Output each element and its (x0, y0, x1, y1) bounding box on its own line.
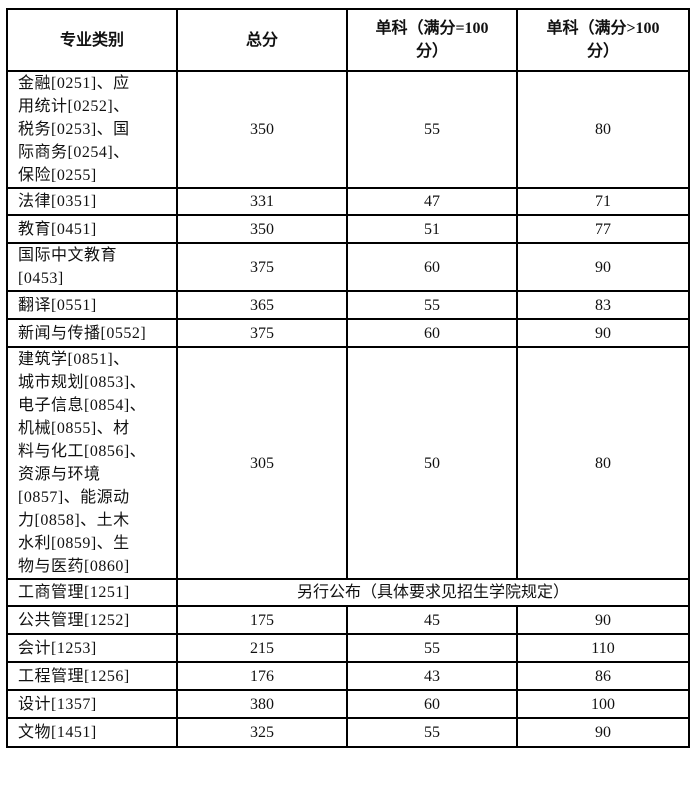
single-over-100-cell: 90 (516, 318, 690, 348)
header-total: 总分 (176, 8, 348, 72)
category-cell: 新闻与传播[0552] (6, 318, 178, 348)
category-cell: 教育[0451] (6, 214, 178, 244)
total-score-cell: 305 (176, 346, 348, 580)
total-score-cell: 380 (176, 689, 348, 719)
total-score-cell: 365 (176, 290, 348, 320)
table-row: 金融[0251]、应 用统计[0252]、 税务[0253]、国 际商务[025… (6, 70, 690, 189)
single-over-100-cell: 80 (516, 346, 690, 580)
single-100-cell: 55 (346, 290, 518, 320)
single-over-100-cell: 100 (516, 689, 690, 719)
score-table: 专业类别 总分 单科（满分=100 分） 单科（满分>100 分） 金融[025… (6, 8, 690, 748)
merged-note-cell: 另行公布（具体要求见招生学院规定） (176, 578, 690, 607)
table-row: 会计[1253] 215 55 110 (6, 633, 690, 663)
table-row: 教育[0451] 350 51 77 (6, 214, 690, 244)
single-100-cell: 55 (346, 633, 518, 663)
category-cell: 公共管理[1252] (6, 605, 178, 635)
category-cell: 设计[1357] (6, 689, 178, 719)
single-over-100-cell: 71 (516, 187, 690, 216)
total-score-cell: 175 (176, 605, 348, 635)
single-over-100-cell: 90 (516, 717, 690, 748)
single-100-cell: 60 (346, 318, 518, 348)
header-single-over-100: 单科（满分>100 分） (516, 8, 690, 72)
total-score-cell: 350 (176, 214, 348, 244)
table-row: 公共管理[1252] 175 45 90 (6, 605, 690, 635)
total-score-cell: 215 (176, 633, 348, 663)
single-over-100-cell: 90 (516, 605, 690, 635)
header-single-100: 单科（满分=100 分） (346, 8, 518, 72)
single-100-cell: 50 (346, 346, 518, 580)
header-row: 专业类别 总分 单科（满分=100 分） 单科（满分>100 分） (6, 8, 690, 72)
table-row: 翻译[0551] 365 55 83 (6, 290, 690, 320)
table-row: 工商管理[1251] 另行公布（具体要求见招生学院规定） (6, 578, 690, 607)
single-100-cell: 51 (346, 214, 518, 244)
header-category: 专业类别 (6, 8, 178, 72)
category-cell: 工程管理[1256] (6, 661, 178, 691)
single-100-cell: 60 (346, 242, 518, 292)
single-over-100-cell: 77 (516, 214, 690, 244)
category-cell: 文物[1451] (6, 717, 178, 748)
total-score-cell: 176 (176, 661, 348, 691)
category-cell: 金融[0251]、应 用统计[0252]、 税务[0253]、国 际商务[025… (6, 70, 178, 189)
table-row: 设计[1357] 380 60 100 (6, 689, 690, 719)
table-row: 文物[1451] 325 55 90 (6, 717, 690, 748)
category-cell: 会计[1253] (6, 633, 178, 663)
single-over-100-cell: 86 (516, 661, 690, 691)
category-cell: 翻译[0551] (6, 290, 178, 320)
category-cell: 建筑学[0851]、 城市规划[0853]、 电子信息[0854]、 机械[08… (6, 346, 178, 580)
single-over-100-cell: 110 (516, 633, 690, 663)
table-row: 国际中文教育 [0453] 375 60 90 (6, 242, 690, 292)
total-score-cell: 375 (176, 242, 348, 292)
table-row: 工程管理[1256] 176 43 86 (6, 661, 690, 691)
single-100-cell: 55 (346, 70, 518, 189)
table-row: 新闻与传播[0552] 375 60 90 (6, 318, 690, 348)
single-over-100-cell: 80 (516, 70, 690, 189)
category-cell: 法律[0351] (6, 187, 178, 216)
single-100-cell: 43 (346, 661, 518, 691)
single-over-100-cell: 83 (516, 290, 690, 320)
total-score-cell: 350 (176, 70, 348, 189)
total-score-cell: 325 (176, 717, 348, 748)
total-score-cell: 331 (176, 187, 348, 216)
table-row: 法律[0351] 331 47 71 (6, 187, 690, 216)
single-100-cell: 55 (346, 717, 518, 748)
category-cell: 工商管理[1251] (6, 578, 178, 607)
single-100-cell: 47 (346, 187, 518, 216)
total-score-cell: 375 (176, 318, 348, 348)
category-cell: 国际中文教育 [0453] (6, 242, 178, 292)
single-100-cell: 45 (346, 605, 518, 635)
table-row: 建筑学[0851]、 城市规划[0853]、 电子信息[0854]、 机械[08… (6, 346, 690, 580)
single-over-100-cell: 90 (516, 242, 690, 292)
single-100-cell: 60 (346, 689, 518, 719)
